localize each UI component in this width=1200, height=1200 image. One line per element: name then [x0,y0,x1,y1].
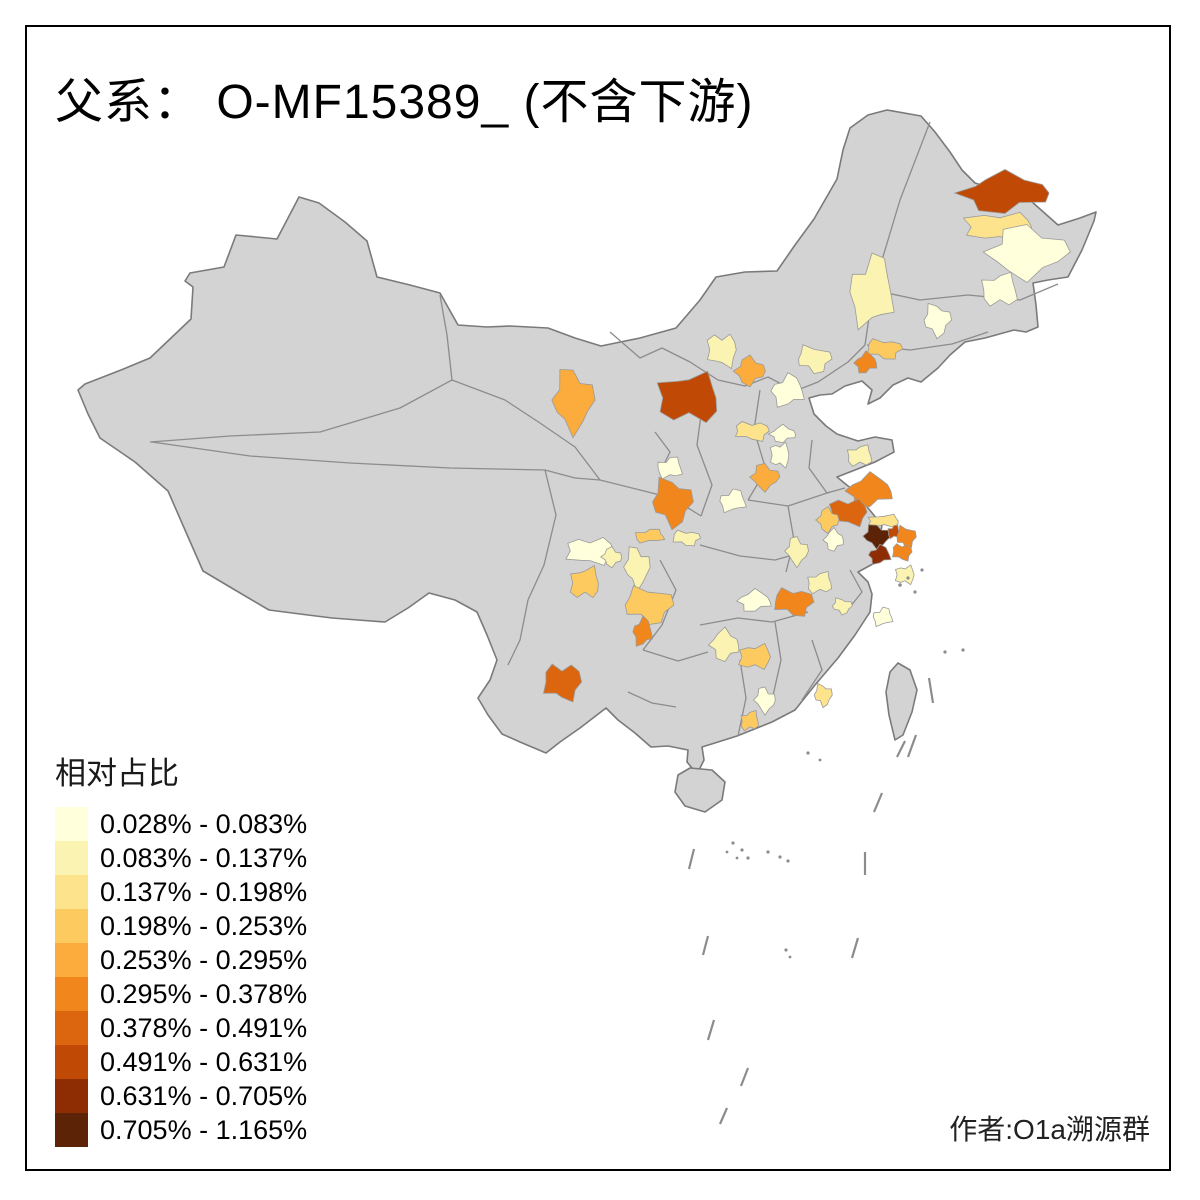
legend-swatch-7 [55,1011,88,1045]
prefecture-region-8 [853,350,878,374]
legend-label-9: 0.631% - 0.705% [100,1080,308,1111]
legend-label-2: 0.083% - 0.137% [100,842,308,873]
legend-swatch-10 [55,1113,88,1147]
prefecture-region-14 [798,344,833,375]
prefecture-region-15 [770,372,805,408]
legend-label-1: 0.028% - 0.083% [100,808,308,839]
prefecture-region-28 [862,524,892,551]
prefecture-region-17 [767,423,796,444]
prefecture-region-16 [734,421,770,442]
prefecture-region-50 [737,642,771,671]
legend-row-2: 0.083% - 0.137% [55,841,307,875]
prefecture-region-12 [551,368,596,439]
legend-row-3: 0.137% - 0.198% [55,875,307,909]
prefecture-region-27 [867,513,899,528]
prefecture-region-5 [923,302,953,340]
prefecture-region-31 [867,543,892,565]
legend-label-4: 0.198% - 0.253% [100,910,308,941]
prefecture-region-32 [891,543,913,562]
legend-row-10: 0.705% - 1.165% [55,1113,307,1147]
prefecture-region-39 [774,587,815,617]
author-watermark: 作者:O1a溯源群 [949,1114,1150,1145]
legend-row-5: 0.253% - 0.295% [55,943,307,977]
legend-label-8: 0.491% - 0.631% [100,1046,308,1077]
prefecture-region-45 [635,528,666,544]
prefecture-region-22 [719,488,747,514]
prefecture-region-34 [894,564,915,586]
legend-swatch-1 [55,807,88,841]
prefecture-region-41 [565,537,615,566]
prefecture-region-9 [706,333,737,370]
prefecture-region-19 [748,462,781,493]
prefecture-region-20 [846,444,873,467]
prefecture-region-33 [822,526,844,552]
prefecture-region-43 [569,564,599,599]
legend-row-4: 0.198% - 0.253% [55,909,307,943]
prefecture-region-37 [831,597,853,616]
prefecture-region-11 [656,370,718,424]
mainland-outline [77,109,1097,775]
legend-swatch-9 [55,1079,88,1113]
legend-label-3: 0.137% - 0.198% [100,876,308,907]
prefecture-region-23 [672,529,702,547]
legend-swatch-8 [55,1045,88,1079]
prefecture-region-53 [813,682,833,709]
prefecture-region-24 [844,471,893,508]
legend-row-1: 0.028% - 0.083% [55,807,307,841]
prefecture-region-13 [657,456,684,480]
prefecture-region-7 [866,338,904,360]
prefecture-region-26 [815,506,840,535]
legend-swatch-3 [55,875,88,909]
prefecture-region-44 [623,546,651,593]
prefecture-region-47 [632,615,654,647]
legend-label-7: 0.378% - 0.491% [100,1012,308,1043]
prefecture-region-35 [784,536,809,569]
prefecture-region-21 [652,476,694,531]
taiwan-island [885,662,918,741]
prefecture-region-48 [543,663,583,703]
country-outline [77,109,1097,813]
legend-row-6: 0.295% - 0.378% [55,977,307,1011]
legend-swatch-5 [55,943,88,977]
prefecture-region-1 [953,169,1050,214]
legend-swatch-4 [55,909,88,943]
prefecture-region-36 [807,570,833,595]
legend-swatch-2 [55,841,88,875]
prefecture-region-6 [849,252,895,331]
prefecture-region-4 [981,271,1018,307]
legend-label-10: 0.705% - 1.165% [100,1114,308,1145]
prefecture-region-52 [740,709,759,732]
hainan-island [674,767,726,813]
page-title: 父系： O-MF15389_ (不含下游) [55,76,754,129]
legend-rows: 0.028% - 0.083% 0.083% - 0.137% 0.137% - 0… [55,807,307,1147]
prefecture-region-18 [769,441,790,469]
colored-prefectures [543,169,1071,732]
legend-label-5: 0.253% - 0.295% [100,944,308,975]
prefecture-region-3 [982,224,1071,284]
prefecture-region-40 [736,587,772,612]
prefecture-region-46 [624,585,675,626]
legend: 相对占比 0.028% - 0.083% 0.083% - 0.137% 0.137… [55,748,307,1147]
legend-row-8: 0.491% - 0.631% [55,1045,307,1079]
prefecture-region-49 [707,626,740,662]
legend-row-9: 0.631% - 0.705% [55,1079,307,1113]
prefecture-region-10 [732,354,766,388]
island-specks [725,568,965,959]
legend-swatch-6 [55,977,88,1011]
prefecture-region-38 [872,606,894,628]
prefecture-region-51 [753,686,776,716]
prefecture-region-42 [600,545,623,569]
nine-dash-line [687,677,935,1125]
prefecture-region-30 [896,524,917,550]
legend-title: 相对占比 [55,756,179,791]
legend-label-6: 0.295% - 0.378% [100,978,308,1009]
legend-row-7: 0.378% - 0.491% [55,1011,307,1045]
